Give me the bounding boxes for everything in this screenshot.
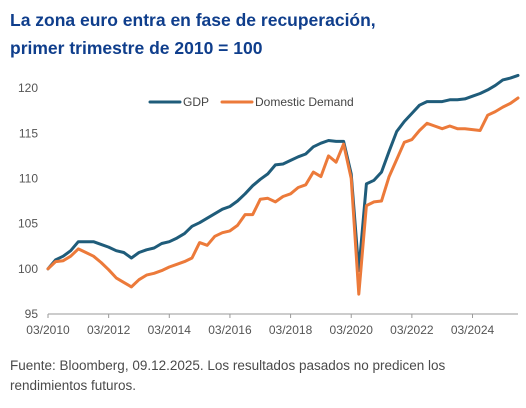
x-tick-label: 03/2014 bbox=[148, 323, 192, 337]
series-lines bbox=[46, 73, 520, 296]
y-tick-label: 95 bbox=[25, 307, 39, 321]
legend: GDP Domestic Demand bbox=[148, 95, 354, 109]
x-tick-label: 03/2024 bbox=[451, 323, 495, 337]
chart-title-line-1: La zona euro entra en fase de recuperaci… bbox=[10, 10, 376, 30]
x-tick-label: 03/2012 bbox=[87, 323, 131, 337]
y-tick-label: 115 bbox=[19, 126, 38, 140]
x-tick-label: 03/2016 bbox=[208, 323, 252, 337]
series-line-gdp bbox=[46, 73, 520, 273]
chart-title: La zona euro entra en fase de recuperaci… bbox=[10, 6, 520, 62]
source-note-line-2: rendimientos futuros. bbox=[10, 378, 137, 393]
chart-title-line-2: primer trimestre de 2010 = 100 bbox=[10, 38, 263, 58]
legend-label: Domestic Demand bbox=[255, 95, 354, 109]
series-line-domestic-demand bbox=[46, 96, 520, 296]
x-tick-label: 03/2018 bbox=[269, 323, 313, 337]
y-tick-label: 120 bbox=[18, 81, 38, 95]
source-note: Fuente: Bloomberg, 09.12.2025. Los resul… bbox=[10, 356, 520, 396]
source-note-line-1: Fuente: Bloomberg, 09.12.2025. Los resul… bbox=[10, 358, 446, 373]
y-tick-label: 100 bbox=[18, 262, 38, 276]
y-axis: 95 100 105 110 115 120 bbox=[18, 81, 38, 321]
x-tick-label: 03/2022 bbox=[390, 323, 434, 337]
x-axis: 03/2010 03/2012 03/2014 03/2016 03/2018 03/20… bbox=[26, 313, 518, 337]
legend-label: GDP bbox=[183, 95, 209, 109]
x-tick-label: 03/2020 bbox=[330, 323, 374, 337]
x-tick-label: 03/2010 bbox=[26, 323, 70, 337]
y-tick-label: 110 bbox=[19, 171, 38, 185]
y-tick-label: 105 bbox=[18, 217, 38, 231]
